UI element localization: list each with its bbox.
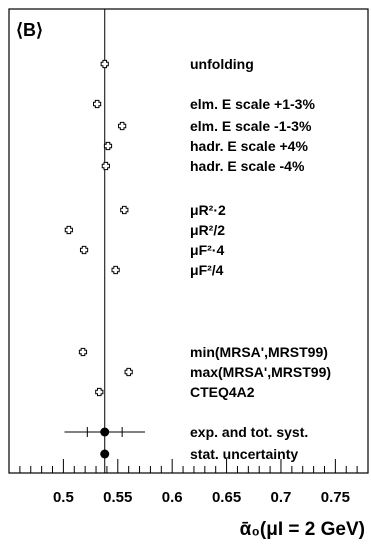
x-tick-label: 0.5 <box>53 489 74 506</box>
point-marker <box>78 347 88 357</box>
point-marker <box>100 59 109 69</box>
point-labels: unfolding elm. E scale +1-3% elm. E scale … <box>190 56 331 462</box>
point-marker <box>118 121 127 131</box>
x-axis-ticks <box>19 459 369 473</box>
x-tick-label: 0.65 <box>212 489 241 506</box>
point-marker <box>95 387 104 397</box>
point-label: μF²/4 <box>190 262 224 278</box>
plot-frame <box>8 8 369 474</box>
x-tick-label: 0.6 <box>162 489 183 506</box>
point-marker <box>100 427 110 437</box>
point-label: μR²/2 <box>190 222 225 238</box>
panel-label: ⟨B⟩ <box>16 20 43 40</box>
point-label: stat. uncertainty <box>190 446 298 462</box>
point-label: unfolding <box>190 56 254 72</box>
point-label: max(MRSA',MRST99) <box>190 364 331 380</box>
point-label: CTEQ4A2 <box>190 384 255 400</box>
point-marker <box>111 265 120 275</box>
x-axis-tick-labels: 0.5 0.55 0.6 0.65 0.7 0.75 <box>53 489 350 506</box>
point-label: elm. E scale -1-3% <box>190 118 312 134</box>
point-marker <box>93 99 102 109</box>
x-axis-label: ᾱ₀(μI = 2 GeV) <box>240 519 365 540</box>
point-label: hadr. E scale -4% <box>190 158 305 174</box>
point-marker <box>100 449 110 459</box>
point-marker <box>79 245 89 255</box>
point-label: hadr. E scale +4% <box>190 138 308 154</box>
point-marker <box>120 205 129 215</box>
point-marker <box>124 367 133 377</box>
point-label: exp. and tot. syst. <box>190 424 308 440</box>
x-tick-label: 0.55 <box>103 489 132 506</box>
point-label: elm. E scale +1-3% <box>190 96 315 112</box>
point-label: min(MRSA',MRST99) <box>190 344 328 360</box>
data-points <box>64 59 145 459</box>
point-marker <box>103 141 113 151</box>
point-label: μF²·4 <box>190 242 224 258</box>
x-tick-label: 0.7 <box>271 489 292 506</box>
x-tick-label: 0.75 <box>321 489 350 506</box>
point-marker <box>64 225 73 235</box>
point-label: μR²·2 <box>190 202 226 218</box>
point-marker <box>101 161 110 171</box>
